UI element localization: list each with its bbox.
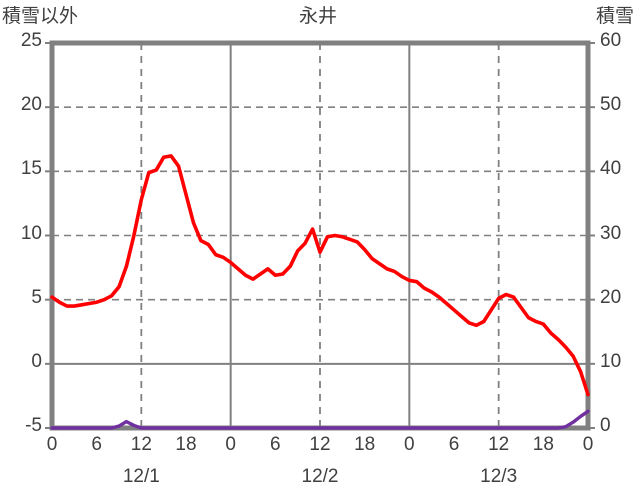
x-tick-label: 0: [46, 434, 58, 455]
y-tick-label-left: 25: [20, 30, 42, 51]
x-tick-label: 0: [582, 434, 594, 455]
y-tick-label-left: -5: [25, 415, 42, 436]
x-tick-label: 6: [448, 434, 460, 455]
series-line-snow: [50, 409, 590, 430]
x-tick-label: 6: [270, 434, 281, 455]
series-line-other: [50, 154, 590, 397]
x-axis-day-label: 12/1: [122, 466, 160, 487]
x-tick-label: 18: [354, 434, 376, 455]
x-axis-day-label: 12/2: [301, 466, 339, 487]
y-tick-label-left: 5: [31, 286, 42, 308]
y-tick-label-left: 20: [20, 94, 42, 116]
y-tick-label-right: 10: [600, 350, 622, 372]
y-tick-label-left: 15: [20, 158, 42, 180]
left-axis-name: 積雪以外: [2, 6, 79, 27]
y-tick-label-right: 30: [600, 222, 622, 244]
x-axis-day-label: 12/3: [480, 466, 518, 487]
x-tick-label: 12: [130, 434, 152, 455]
x-tick-label: 12: [309, 434, 331, 455]
plot-frame: [49, 40, 591, 428]
y-tick-label-right: 50: [600, 94, 622, 116]
x-tick-label: 6: [91, 434, 102, 455]
y-tick-label-left: 0: [31, 350, 42, 372]
x-tick-label: 0: [225, 434, 236, 455]
chart-title: 永井: [298, 6, 337, 27]
x-tick-label: 12: [488, 434, 510, 455]
x-tick-label: 18: [175, 434, 197, 455]
y-tick-label-right: 20: [600, 286, 622, 308]
x-tick-label: 0: [404, 434, 415, 455]
y-tick-label-right: 60: [600, 30, 622, 51]
right-axis-name: 積雪: [595, 6, 634, 27]
y-tick-label-left: 10: [20, 222, 42, 244]
y-tick-label-right: 0: [600, 415, 611, 436]
x-tick-label: 18: [532, 434, 554, 455]
y-tick-label-right: 40: [600, 158, 622, 180]
